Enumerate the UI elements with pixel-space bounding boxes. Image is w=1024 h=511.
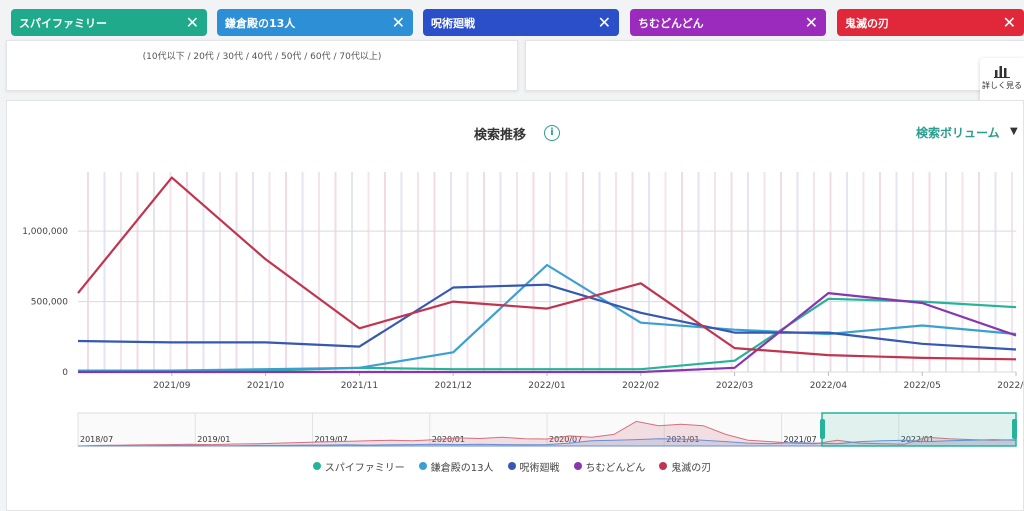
legend-dot bbox=[418, 462, 427, 470]
legend-item-chimudondon[interactable]: ちむどんどん bbox=[573, 458, 646, 474]
tag-label: ちむどんどん bbox=[638, 16, 704, 30]
close-icon[interactable]: ✕ bbox=[391, 12, 405, 32]
legend-label: スパイファミリー bbox=[324, 462, 405, 474]
close-icon[interactable]: ✕ bbox=[597, 12, 611, 32]
tag-label: 呪術廻戦 bbox=[431, 16, 475, 30]
legend-label: 鬼滅の刃 bbox=[671, 462, 712, 474]
legend-dot bbox=[507, 462, 516, 470]
chevron-down-icon[interactable]: ▼ bbox=[1010, 126, 1018, 137]
legend-label: ちむどんどん bbox=[585, 462, 646, 474]
tag-kimetsu[interactable]: 鬼滅の刃 ✕ bbox=[837, 9, 1024, 36]
detail-view-button[interactable]: 詳しく見る bbox=[980, 58, 1024, 106]
age-group-note: (10代以下 / 20代 / 30代 / 40代 / 50代 / 60代 / 7… bbox=[142, 52, 382, 62]
legend-dot bbox=[573, 462, 582, 470]
legend-dot bbox=[659, 462, 668, 470]
close-icon[interactable]: ✕ bbox=[804, 12, 818, 32]
chart-legend: スパイファミリー 鎌倉殿の13人 呪術廻戦 ちむどんどん 鬼滅の刃 bbox=[0, 458, 1024, 474]
legend-item-kimetsu[interactable]: 鬼滅の刃 bbox=[659, 458, 711, 474]
region-card bbox=[525, 40, 1024, 91]
close-icon[interactable]: ✕ bbox=[185, 12, 199, 32]
legend-item-spy-family[interactable]: スパイファミリー bbox=[312, 458, 405, 474]
tag-label: スパイファミリー bbox=[19, 16, 107, 30]
keyword-tag-bar: スパイファミリー ✕ 鎌倉殿の13人 ✕ 呪術廻戦 ✕ ちむどんどん ✕ 鬼滅の… bbox=[0, 0, 1024, 44]
chart-title: 検索推移 bbox=[474, 128, 527, 143]
legend-item-jujutsu[interactable]: 呪術廻戦 bbox=[507, 458, 560, 474]
legend-label: 呪術廻戦 bbox=[519, 462, 560, 474]
legend-item-kamakura[interactable]: 鎌倉殿の13人 bbox=[418, 458, 494, 474]
bar-chart-icon bbox=[994, 66, 1010, 78]
close-icon[interactable]: ✕ bbox=[1002, 12, 1016, 32]
legend-dot bbox=[312, 462, 321, 470]
tag-kamakura[interactable]: 鎌倉殿の13人 ✕ bbox=[217, 9, 413, 36]
tag-spy-family[interactable]: スパイファミリー ✕ bbox=[11, 9, 207, 36]
search-trend-card bbox=[6, 100, 1024, 511]
age-breakdown-card: (10代以下 / 20代 / 30代 / 40代 / 50代 / 60代 / 7… bbox=[6, 40, 518, 91]
detail-view-label: 詳しく見る bbox=[982, 81, 1022, 90]
tag-jujutsu[interactable]: 呪術廻戦 ✕ bbox=[423, 9, 619, 36]
volume-selector[interactable]: 検索ボリューム bbox=[916, 126, 1000, 140]
tag-chimudondon[interactable]: ちむどんどん ✕ bbox=[630, 9, 826, 36]
tag-label: 鬼滅の刃 bbox=[845, 16, 889, 30]
tag-label: 鎌倉殿の13人 bbox=[225, 16, 296, 30]
legend-label: 鎌倉殿の13人 bbox=[430, 462, 494, 474]
info-icon[interactable]: i bbox=[544, 125, 560, 141]
